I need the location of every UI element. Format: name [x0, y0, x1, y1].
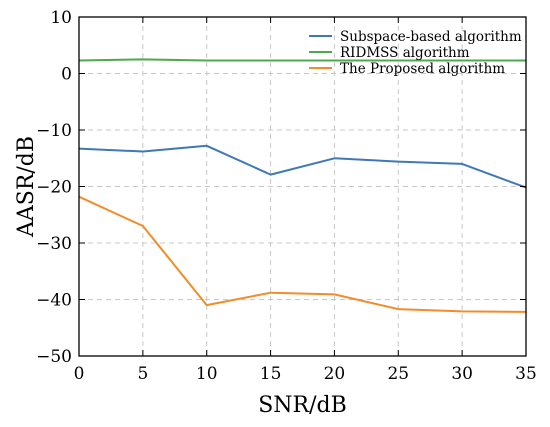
series-line [78, 195, 527, 313]
x-tick-label: 30 [451, 364, 473, 384]
x-tick-label: 20 [324, 364, 346, 384]
x-tick-label: 25 [387, 364, 409, 384]
legend-label-proposed: The Proposed algorithm [340, 61, 505, 77]
x-axis-label: SNR/dB [258, 393, 347, 418]
series-lines [78, 58, 527, 313]
legend: Subspace-based algorithm RIDMSS algorith… [309, 29, 522, 77]
grid-lines [79, 17, 526, 356]
legend-label-subspace: Subspace-based algorithm [340, 29, 522, 45]
y-tick-label: 10 [50, 8, 72, 28]
x-tick-label: 15 [260, 364, 282, 384]
legend-entry-ridmss: RIDMSS algorithm [309, 45, 470, 61]
x-tick-label: 35 [515, 364, 537, 384]
legend-entry-proposed: The Proposed algorithm [309, 61, 505, 77]
series-line [78, 58, 526, 62]
y-axis-label: AASR/dB [14, 136, 39, 238]
legend-entry-subspace: Subspace-based algorithm [309, 29, 522, 45]
axis-ticks: 0 5 10 15 20 25 30 35 10 0 −10 −20 −30 −40 −50 [36, 8, 537, 384]
series-line [78, 144, 527, 189]
y-tick-label: 0 [61, 65, 72, 85]
y-tick-label: −50 [36, 347, 72, 367]
legend-label-ridmss: RIDMSS algorithm [340, 45, 470, 61]
y-tick-label: −30 [36, 234, 72, 254]
y-tick-label: −40 [36, 291, 72, 311]
x-tick-label: 0 [74, 364, 85, 384]
y-tick-label: −20 [36, 178, 72, 198]
y-tick-label: −10 [36, 121, 72, 141]
x-tick-label: 5 [137, 364, 148, 384]
x-tick-label: 10 [196, 364, 218, 384]
